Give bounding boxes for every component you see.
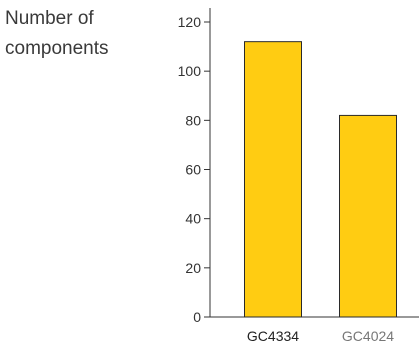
x-axis-tick-label-gc4024: GC4024 <box>342 328 394 344</box>
y-axis-tick-label-80: 80 <box>185 112 201 128</box>
x-axis-tick-label-gc4334: GC4334 <box>247 328 299 344</box>
bar-gc4024 <box>339 114 397 318</box>
y-axis-tick-label-0: 0 <box>193 309 201 325</box>
y-axis-tick-label-60: 60 <box>185 162 201 178</box>
y-axis-tick-label-100: 100 <box>178 63 202 79</box>
y-axis-label: Number of components <box>5 8 109 59</box>
y-axis-label-line-2: components <box>5 38 109 59</box>
y-axis-label-line-1: Number of <box>5 8 94 29</box>
y-axis-tick-label-20: 20 <box>185 260 201 276</box>
bar-gc4334 <box>244 41 302 318</box>
y-axis-tick-label-40: 40 <box>185 211 201 227</box>
bars <box>244 41 397 318</box>
y-axis-tick-label-120: 120 <box>178 14 202 30</box>
y-axis-tick-labels: 0 20 40 60 80 100 120 <box>178 14 202 325</box>
x-axis-tick-labels: GC4334 GC4024 <box>247 328 394 344</box>
